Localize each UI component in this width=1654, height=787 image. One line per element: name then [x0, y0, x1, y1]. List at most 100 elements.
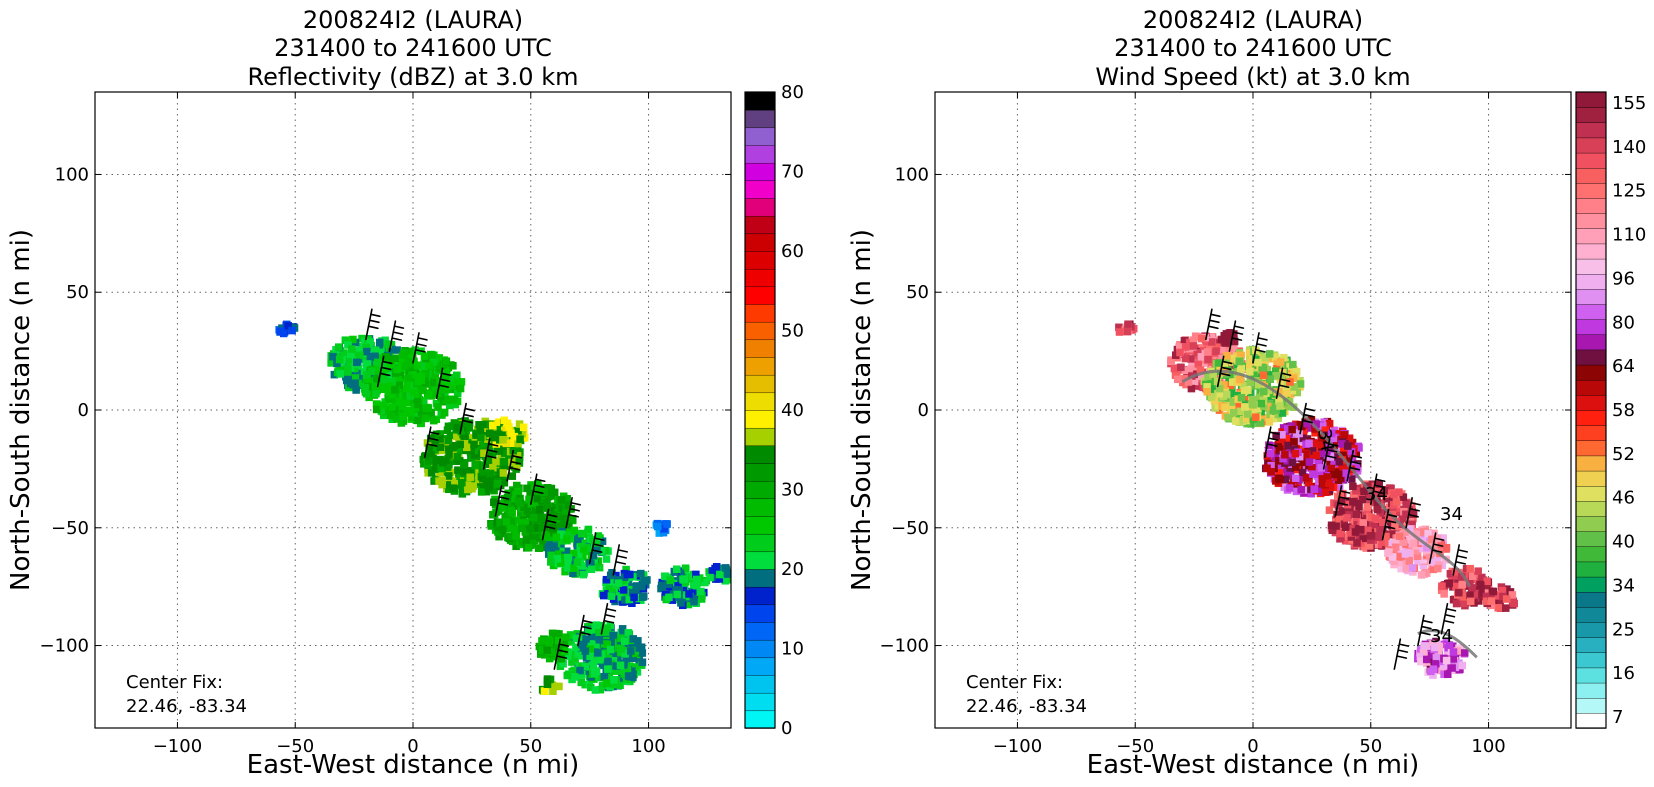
- colorbar-swatch: [744, 356, 776, 376]
- field-pixel: [1347, 524, 1355, 533]
- field-pixel: [487, 474, 495, 483]
- field-pixel: [454, 466, 462, 474]
- field-pixel: [455, 434, 463, 443]
- field-pixel: [513, 451, 522, 460]
- field-pixel: [1449, 655, 1458, 663]
- right-title-line-2: 231400 to 241600 UTC: [1114, 34, 1392, 62]
- field-pixel: [689, 581, 698, 589]
- field-pixel: [1327, 521, 1336, 530]
- field-pixel: [495, 447, 504, 455]
- field-pixel: [550, 542, 558, 550]
- field-pixel: [436, 384, 444, 393]
- field-pixel: [1452, 599, 1461, 608]
- y-tick-label: −100: [880, 636, 929, 657]
- field-pixel: [477, 433, 485, 442]
- field-pixel: [1308, 447, 1317, 455]
- y-tick-label: 50: [906, 282, 929, 303]
- field-pixel: [591, 563, 600, 571]
- field-pixel: [489, 463, 497, 472]
- field-pixel: [1187, 365, 1195, 374]
- field-pixel: [1330, 459, 1339, 468]
- field-pixel: [1399, 493, 1408, 501]
- field-pixel: [1295, 452, 1304, 461]
- left-title-line-1: 200824I2 (LAURA): [303, 6, 523, 34]
- field-pixel: [1190, 377, 1199, 386]
- field-pixel: [453, 452, 462, 461]
- left-title-line-3: Reflectivity (dBZ) at 3.0 km: [248, 63, 579, 91]
- field-pixel: [1210, 397, 1219, 405]
- right-wind-barbs: [1205, 308, 1469, 670]
- field-pixel: [507, 517, 516, 526]
- field-pixel: [1221, 403, 1229, 412]
- colorbar-swatch: [744, 515, 776, 535]
- field-pixel: [1181, 366, 1190, 375]
- field-pixel: [612, 571, 620, 580]
- field-pixel: [1236, 375, 1244, 384]
- field-pixel: [430, 433, 439, 442]
- field-pixel: [344, 356, 352, 364]
- field-pixel: [1275, 397, 1283, 405]
- field-pixel: [1263, 464, 1271, 472]
- field-pixel: [434, 403, 442, 411]
- colorbar-swatch: [1575, 182, 1607, 199]
- left-wind-barbs: [365, 308, 629, 670]
- field-pixel: [1413, 530, 1421, 538]
- field-pixel: [371, 346, 380, 355]
- field-pixel: [549, 687, 557, 695]
- field-pixel: [534, 544, 543, 552]
- field-pixel: [1449, 595, 1458, 604]
- colorbar-swatch: [1575, 212, 1607, 229]
- field-pixel: [1260, 353, 1269, 362]
- colorbar-swatch: [1575, 697, 1607, 714]
- field-pixel: [635, 644, 644, 652]
- field-pixel: [444, 396, 453, 405]
- field-pixel: [421, 414, 430, 423]
- colorbar-swatch: [1575, 636, 1607, 653]
- field-pixel: [391, 354, 399, 363]
- field-pixel: [459, 467, 468, 476]
- field-pixel: [613, 649, 622, 658]
- field-pixel: [1205, 342, 1214, 350]
- field-pixel: [449, 484, 458, 492]
- field-pixel: [655, 529, 664, 537]
- field-pixel: [1408, 520, 1416, 529]
- contour-label: 34: [1313, 427, 1338, 453]
- field-pixel: [544, 492, 553, 501]
- x-tick-label: −100: [993, 736, 1042, 757]
- field-pixel: [1451, 568, 1460, 576]
- field-pixel: [1286, 378, 1294, 386]
- colorbar-swatch: [1575, 576, 1607, 593]
- field-pixel: [1115, 328, 1124, 336]
- field-pixel: [1374, 540, 1383, 549]
- field-pixel: [1271, 367, 1280, 375]
- field-pixel: [481, 426, 490, 435]
- left-x-axis-label: East-West distance (n mi): [247, 750, 580, 780]
- field-pixel: [442, 357, 451, 365]
- field-pixel: [1339, 463, 1347, 471]
- field-pixel: [1328, 526, 1337, 535]
- field-pixel: [518, 538, 526, 546]
- field-pixel: [581, 680, 589, 689]
- field-pixel: [1448, 664, 1456, 672]
- field-pixel: [1171, 351, 1180, 359]
- field-pixel: [512, 542, 520, 551]
- field-pixel: [499, 469, 508, 477]
- field-pixel: [1275, 445, 1284, 454]
- field-pixel: [288, 326, 296, 335]
- field-pixel: [1345, 434, 1354, 443]
- field-pixel: [388, 360, 397, 369]
- field-pixel: [1421, 569, 1430, 577]
- field-pixel: [624, 629, 633, 637]
- y-tick-label: −50: [891, 518, 929, 539]
- field-pixel: [577, 539, 586, 548]
- contour-label: 34: [1440, 504, 1463, 525]
- field-pixel: [453, 371, 461, 380]
- field-pixel: [393, 415, 401, 423]
- field-pixel: [363, 371, 371, 379]
- field-pixel: [578, 652, 587, 660]
- colorbar-swatch: [744, 445, 776, 464]
- field-pixel: [610, 631, 618, 640]
- field-pixel: [1390, 490, 1398, 499]
- field-pixel: [1390, 548, 1399, 557]
